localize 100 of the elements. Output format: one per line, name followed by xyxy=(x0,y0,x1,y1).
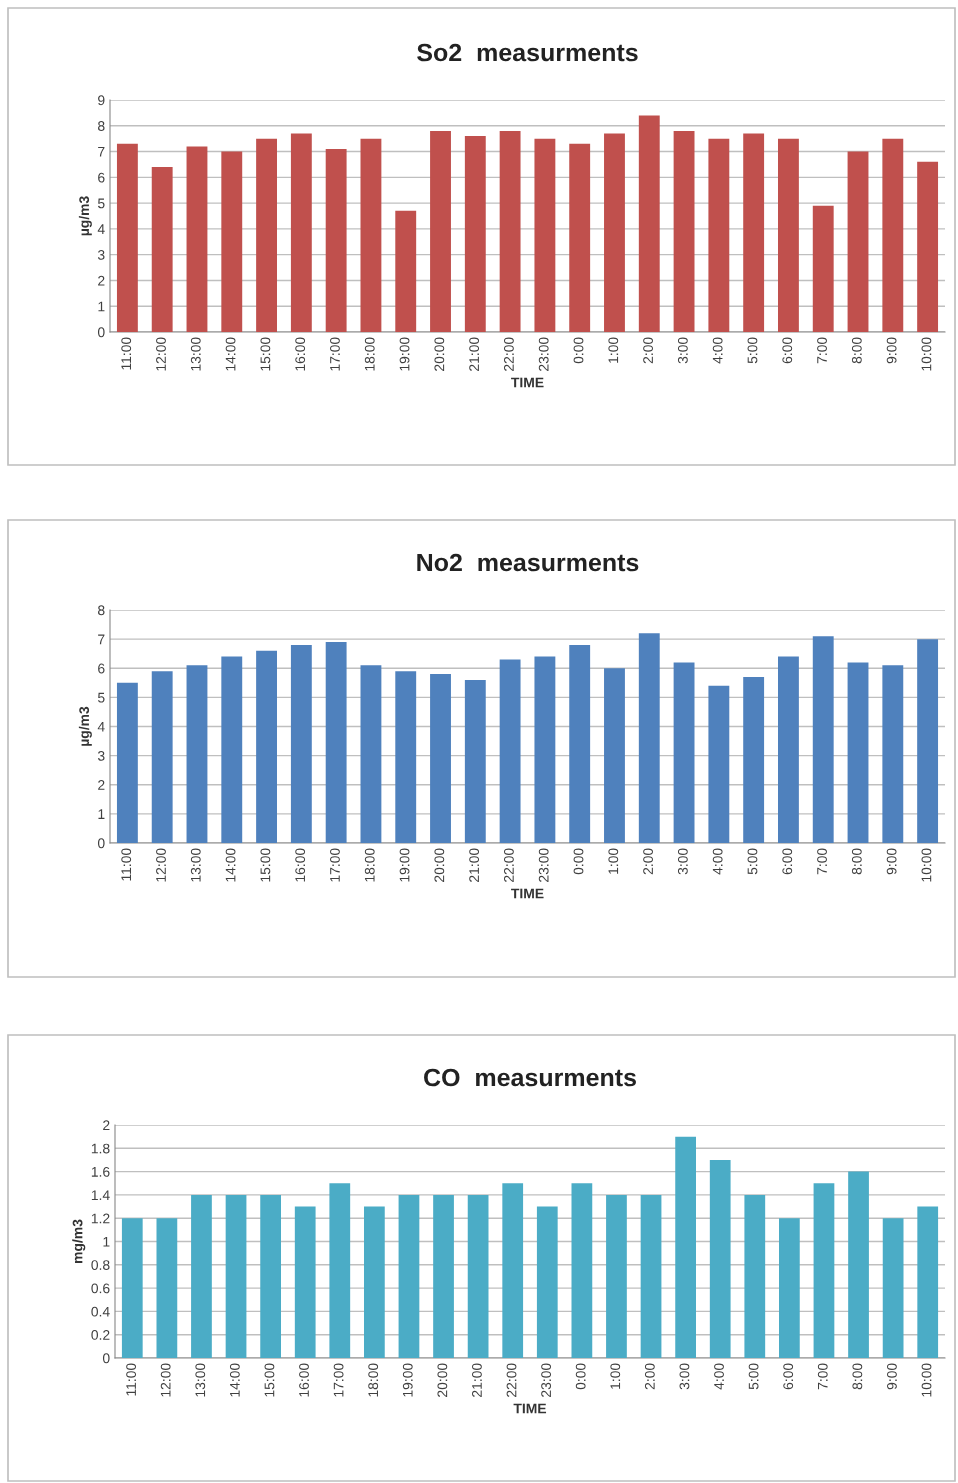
bar xyxy=(225,1194,247,1358)
bar xyxy=(604,668,625,843)
x-tick-label: 6:00 xyxy=(782,337,793,364)
y-tick-label: 0.2 xyxy=(91,1330,110,1340)
bar xyxy=(329,1183,351,1358)
bar xyxy=(708,138,730,332)
x-tick-label: 22:00 xyxy=(504,848,514,882)
x-tick-label: 14:00 xyxy=(225,848,236,882)
bar xyxy=(847,662,869,843)
bar xyxy=(571,1183,593,1358)
bar xyxy=(325,642,347,843)
x-tick-label: 3:00 xyxy=(677,848,688,875)
bar xyxy=(708,685,730,843)
bar xyxy=(256,138,277,332)
x-tick-label: 19:00 xyxy=(402,1363,413,1397)
x-tick-label: 0:00 xyxy=(575,1363,586,1390)
y-tick-label: 1.8 xyxy=(91,1143,110,1154)
x-tick-label: 20:00 xyxy=(434,337,445,371)
x-tick-label: 2:00 xyxy=(643,848,653,875)
bar xyxy=(882,138,904,332)
bar xyxy=(813,1183,835,1358)
bar xyxy=(325,148,347,332)
bar xyxy=(186,665,208,843)
x-tick-label: 10:00 xyxy=(921,848,932,882)
x-tick-label: 14:00 xyxy=(225,337,236,371)
y-tick-label: 0.8 xyxy=(91,1260,110,1270)
bar xyxy=(640,1194,662,1358)
y-tick-label: 1 xyxy=(98,301,105,312)
y-tick-label: 6 xyxy=(98,172,105,183)
y-tick-label: 1.6 xyxy=(91,1166,110,1177)
bar xyxy=(812,205,834,332)
x-tick-label: 17:00 xyxy=(333,1363,344,1397)
x-tick-label: 6:00 xyxy=(782,848,793,875)
chart-title: CO measurments xyxy=(424,1068,636,1087)
bar xyxy=(464,136,486,332)
x-tick-label: 23:00 xyxy=(538,848,549,882)
x-tick-label: 23:00 xyxy=(541,1363,552,1397)
x-tick-label: 5:00 xyxy=(747,848,758,875)
y-tick-label: 9 xyxy=(98,95,105,106)
bar xyxy=(151,671,173,843)
y-tick-label: 4 xyxy=(97,224,105,234)
x-tick-label: 21:00 xyxy=(472,1363,482,1397)
y-tick-label: 8 xyxy=(98,605,105,616)
bar xyxy=(673,130,695,332)
bar xyxy=(882,1218,904,1358)
x-tick-label: 20:00 xyxy=(437,1363,448,1397)
chart-title: No2 measurments xyxy=(417,553,639,572)
y-tick-label: 0.4 xyxy=(91,1306,110,1317)
x-axis-title: TIME xyxy=(511,377,544,388)
bar xyxy=(534,656,556,843)
bar xyxy=(743,133,765,332)
x-tick-label: 1:00 xyxy=(608,337,619,363)
x-tick-label: 11:00 xyxy=(121,337,132,370)
x-tick-label: 12:00 xyxy=(156,848,166,882)
x-axis-title: TIME xyxy=(513,1403,547,1414)
y-tick-label: 6 xyxy=(98,663,105,674)
x-tick-label: 9:00 xyxy=(886,848,897,875)
bar xyxy=(569,143,591,332)
y-tick-label: 0.6 xyxy=(91,1283,110,1294)
x-tick-label: 3:00 xyxy=(677,337,688,364)
bar xyxy=(290,644,312,843)
bar xyxy=(638,633,660,843)
bar xyxy=(364,1206,385,1358)
x-tick-label: 12:00 xyxy=(156,337,166,371)
y-tick-label: 8 xyxy=(98,121,105,131)
x-tick-label: 2:00 xyxy=(643,337,653,364)
x-tick-label: 19:00 xyxy=(399,848,410,882)
y-tick-label: 0 xyxy=(97,327,105,338)
x-tick-label: 17:00 xyxy=(330,337,340,371)
bar xyxy=(360,665,382,843)
bar xyxy=(395,210,417,332)
x-tick-label: 16:00 xyxy=(295,337,306,371)
x-tick-label: 19:00 xyxy=(399,337,410,371)
bar xyxy=(917,161,939,332)
x-tick-label: 23:00 xyxy=(538,337,549,371)
bar xyxy=(191,1194,212,1358)
y-tick-label: 0 xyxy=(97,838,105,849)
x-tick-label: 1:00 xyxy=(608,848,619,874)
bar xyxy=(638,115,660,332)
bar xyxy=(536,1206,558,1358)
y-tick-label: 1.4 xyxy=(91,1190,110,1200)
bar xyxy=(673,662,695,843)
bar xyxy=(360,138,382,332)
bar xyxy=(778,656,799,843)
x-tick-label: 4:00 xyxy=(712,848,723,875)
x-tick-label: 13:00 xyxy=(190,337,201,371)
bar xyxy=(744,1194,766,1358)
x-tick-label: 8:00 xyxy=(852,1363,863,1390)
bar xyxy=(121,1218,143,1358)
y-tick-label: 5 xyxy=(97,198,105,209)
x-tick-label: 16:00 xyxy=(299,1363,309,1397)
x-tick-label: 21:00 xyxy=(469,848,480,882)
x-tick-label: 10:00 xyxy=(921,337,932,371)
x-tick-label: 5:00 xyxy=(747,337,758,364)
x-tick-label: 22:00 xyxy=(506,1363,517,1397)
x-tick-label: 3:00 xyxy=(679,1363,690,1390)
bar xyxy=(779,1218,800,1358)
x-tick-label: 4:00 xyxy=(712,337,723,364)
y-tick-label: 7 xyxy=(98,634,105,645)
x-tick-label: 14:00 xyxy=(229,1363,240,1397)
